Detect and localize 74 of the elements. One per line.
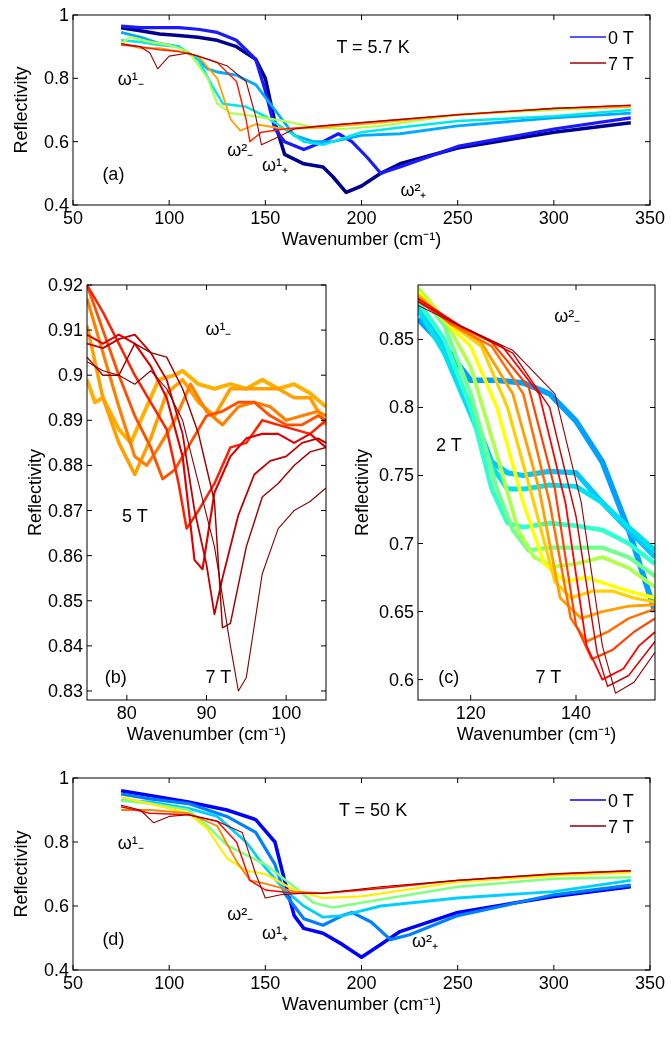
x-tick-label: 100 [154,973,185,993]
x-tick-label: 120 [455,703,486,723]
annotation: ω²₋ [227,904,254,925]
y-tick-label: 0.85 [47,590,83,611]
annotation: T = 50 K [338,800,408,821]
legend-label: 0 T [608,791,634,811]
y-tick-label: 0.6 [43,896,69,916]
y-tick-label: 1 [58,768,69,788]
y-tick-label: 0.88 [47,455,83,476]
y-tick-label: 0.83 [47,680,83,701]
x-tick-label: 200 [346,208,377,228]
legend-label: 0 T [608,28,634,48]
x-tick-label: 250 [442,973,473,993]
x-tick-label: 350 [634,208,666,228]
x-tick-label: 150 [250,208,281,228]
x-tick-label: 140 [560,703,592,723]
annotation: (a) [102,164,125,185]
y-tick-label: 0.84 [47,635,83,656]
x-tick-label: 150 [250,973,281,993]
x-axis-title: Wavenumber (cm⁻¹) [281,229,442,249]
annotation: ω¹₊ [261,923,288,944]
y-axis-title: Reflectivity [25,448,45,537]
legend-label: 7 T [608,817,634,837]
annotation: ω²₋ [554,306,581,327]
annotation: 7 T [535,667,562,688]
annotation: 7 T [205,667,232,688]
y-tick-label: 0.8 [43,68,69,89]
line-series [87,285,326,530]
y-tick-label: 0.89 [47,410,83,431]
y-tick-label: 0.8 [43,832,69,852]
line-series [87,361,326,692]
x-tick-label: 100 [271,703,302,723]
annotation: ω¹₋ [205,318,232,339]
x-tick-label: 200 [346,973,377,993]
annotation: (c) [438,667,460,688]
y-axis-title: Reflectivity [352,448,372,537]
y-tick-label: 0.6 [43,131,69,152]
annotation: ω¹₋ [117,833,144,854]
annotation: 2 T [435,435,462,455]
x-tick-label: 350 [634,973,666,993]
y-tick-label: 0.65 [378,601,414,622]
y-tick-label: 0.75 [378,465,414,486]
x-tick-label: 90 [196,703,217,723]
annotation: ω¹₊ [261,154,288,175]
y-tick-label: 0.92 [47,275,83,295]
y-tick-label: 0.8 [388,397,414,418]
legend-label: 7 T [608,54,634,74]
y-tick-label: 0.91 [47,320,83,341]
x-tick-label: 300 [538,208,569,228]
annotation: ω²₋ [227,139,254,160]
annotation: (d) [102,929,125,950]
x-axis-title: Wavenumber (cm⁻¹) [456,724,617,744]
y-axis-title: Reflectivity [11,66,31,154]
x-axis-title: Wavenumber (cm⁻¹) [126,724,287,744]
y-tick-label: 0.9 [57,365,83,386]
annotation: T = 5.7 K [336,37,410,57]
x-tick-label: 80 [116,703,137,723]
x-tick-label: 300 [538,973,569,993]
y-tick-label: 0.7 [388,533,414,554]
y-axis-title: Reflectivity [11,830,31,918]
annotation: ω²₊ [400,179,427,200]
annotation: ω²₊ [411,930,438,951]
y-tick-label: 0.6 [388,669,414,690]
x-axis-title: Wavenumber (cm⁻¹) [281,994,442,1014]
y-tick-label: 0.86 [47,545,83,566]
annotation: 5 T [121,505,148,526]
x-tick-label: 250 [442,208,473,228]
annotation: ω¹₋ [117,69,144,90]
line-series [87,333,326,571]
y-tick-label: 0.85 [378,329,414,350]
x-tick-label: 100 [154,208,185,228]
y-tick-label: 0.87 [47,500,83,521]
y-tick-label: 1 [58,5,69,25]
annotation: (b) [104,667,127,688]
